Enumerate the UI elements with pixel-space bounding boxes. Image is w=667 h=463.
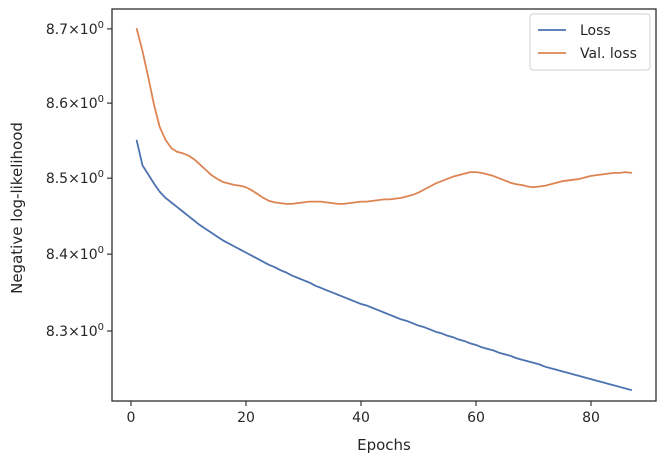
x-tick-label: 80 — [582, 410, 600, 426]
x-tick-label: 0 — [127, 410, 136, 426]
legend-label-loss: Loss — [580, 23, 611, 39]
x-axis-label: Epochs — [357, 436, 411, 454]
x-tick-label: 60 — [467, 410, 485, 426]
legend-label-val-loss: Val. loss — [580, 46, 637, 62]
series-line-val-loss — [135, 27, 633, 205]
legend: Loss Val. loss — [529, 13, 651, 71]
series-line-loss — [135, 139, 633, 391]
axes: 0 20 40 60 80 8.3×100 8.4×100 8.5×100 8.6×100 8.7… — [46, 8, 657, 426]
legend-box — [529, 13, 651, 71]
y-tick-label: 8.4×100 — [46, 245, 104, 263]
y-axis-label: Negative log-likelihood — [8, 122, 26, 294]
x-tick-label: 20 — [237, 410, 255, 426]
y-tick-label: 8.6×100 — [46, 94, 104, 112]
plot-area — [135, 27, 633, 391]
x-tick-label: 40 — [352, 410, 370, 426]
axes-frame — [111, 8, 657, 402]
y-tick-label: 8.3×100 — [46, 322, 104, 340]
y-tick-label: 8.7×100 — [46, 20, 104, 38]
y-tick-label: 8.5×100 — [46, 169, 104, 187]
